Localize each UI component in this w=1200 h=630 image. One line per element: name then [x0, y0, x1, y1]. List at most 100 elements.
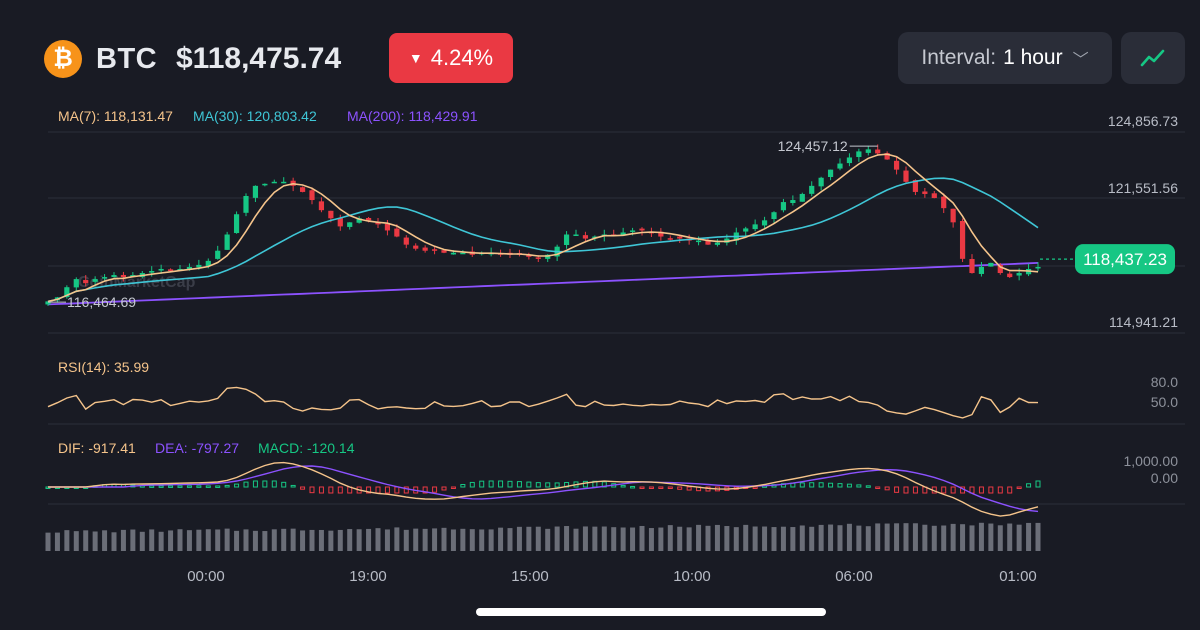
volume-bar — [809, 526, 815, 551]
candle-body — [413, 245, 419, 249]
volume-bar — [83, 530, 89, 551]
candle-body — [365, 218, 372, 221]
macd-bar — [403, 486, 409, 494]
volume-bar — [582, 526, 588, 551]
candle-body — [252, 185, 259, 198]
macd-bar — [639, 486, 645, 489]
volume-bar — [922, 524, 928, 551]
volume-bar — [102, 530, 108, 551]
candle-body — [714, 242, 721, 245]
volume-bar — [658, 527, 664, 551]
bitcoin-icon: ₿ — [44, 40, 82, 78]
candle-body — [111, 275, 117, 278]
rsi-label: RSI(14): 35.99 — [58, 359, 150, 375]
volume-bar — [271, 529, 277, 551]
macd-bar — [752, 486, 758, 489]
macd-panel: 1,000.000.00 — [45, 453, 1185, 517]
volume-bar — [894, 523, 900, 551]
volume-bar — [498, 527, 504, 551]
volume-bar — [601, 526, 607, 551]
volume-bar — [215, 529, 221, 551]
ma30-label: MA(30): 120,803.42 — [193, 108, 317, 124]
volume-bar — [375, 528, 381, 551]
candle-body — [215, 250, 221, 259]
volume-bar — [186, 530, 192, 551]
ma30-line — [47, 177, 1039, 303]
candle-body — [837, 163, 843, 169]
macd-bar — [582, 480, 588, 488]
volume-bar — [743, 524, 749, 551]
line-chart-icon — [1140, 49, 1165, 67]
candle-body — [941, 196, 947, 209]
volume-bar — [724, 526, 730, 551]
volume-bar — [347, 529, 353, 551]
macd-bar — [865, 485, 871, 488]
macd-bar — [856, 484, 862, 488]
volume-panel — [45, 522, 1041, 551]
volume-bar — [771, 527, 777, 551]
volume-bar — [903, 523, 909, 551]
macd-bar — [535, 482, 541, 488]
candle-body — [92, 279, 98, 282]
volume-bar — [931, 525, 937, 551]
candle-body — [903, 170, 909, 182]
candle-body — [743, 228, 749, 232]
candle-body — [243, 195, 249, 213]
macd-bar — [1035, 480, 1041, 488]
candle-body — [780, 202, 787, 211]
volume-bar — [846, 523, 852, 551]
volume-bar — [799, 525, 805, 551]
macd-bar — [479, 480, 485, 488]
macd-bar — [328, 486, 334, 494]
volume-bar — [224, 528, 230, 551]
volume-bar — [413, 528, 419, 551]
interval-dropdown[interactable]: Interval: 1 hour ﹀ — [898, 32, 1112, 84]
candle-body — [827, 169, 834, 178]
candle-body — [582, 235, 589, 239]
macd-bar — [215, 485, 221, 488]
volume-bar — [875, 523, 881, 551]
macd-bar — [432, 486, 438, 493]
macd-bar — [281, 481, 287, 488]
macd-bar — [894, 486, 900, 493]
candle-body — [309, 190, 315, 201]
axis-labels: 124,856.73 121,551.56 114,941.21 124,457.12… — [48, 113, 1178, 585]
volume-bar — [290, 528, 296, 551]
volume-bar — [516, 526, 522, 551]
candle-body — [790, 200, 796, 204]
coin-price: $118,475.74 — [176, 42, 342, 75]
y-tick-label: 121,551.56 — [1108, 180, 1178, 196]
volume-bar — [243, 529, 249, 551]
dif-line — [48, 461, 1039, 517]
volume-bar — [564, 526, 570, 551]
candle-body — [667, 238, 673, 240]
volume-bar — [526, 526, 532, 551]
macd-bar — [469, 481, 475, 488]
macd-bar — [366, 486, 372, 494]
chart-type-button[interactable] — [1121, 32, 1185, 84]
macd-bar — [875, 486, 881, 489]
macd-bar — [196, 485, 202, 488]
home-indicator — [476, 608, 826, 616]
volume-bar — [469, 529, 475, 551]
macd-bar — [186, 485, 192, 488]
volume-bar — [441, 527, 447, 551]
volume-bar — [856, 525, 862, 551]
macd-bar — [460, 484, 466, 488]
volume-bar — [130, 529, 136, 551]
candle-body — [1035, 266, 1041, 269]
volume-bar — [677, 526, 683, 551]
macd-bar — [809, 482, 815, 488]
macd-bar — [837, 483, 843, 488]
candle-body — [526, 254, 532, 257]
macd-bar — [799, 482, 805, 488]
macd-label: MACD: -120.14 — [258, 440, 355, 456]
candle-body — [196, 264, 202, 268]
ma7-label: MA(7): 118,131.47 — [58, 108, 173, 124]
candle-body — [978, 266, 985, 274]
macd-bar — [950, 486, 956, 494]
volume-bar — [1026, 522, 1032, 551]
candle-body — [545, 254, 551, 259]
candle-body — [752, 224, 758, 230]
